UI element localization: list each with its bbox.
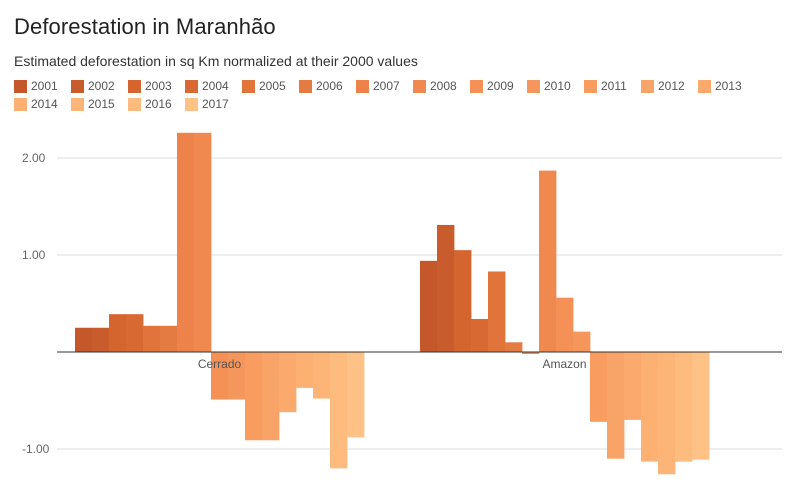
bar-amazon-2007 xyxy=(522,352,540,354)
legend-swatch xyxy=(128,79,141,93)
legend-label: 2016 xyxy=(145,97,172,111)
legend-label: 2007 xyxy=(373,79,400,93)
legend-item-2008[interactable]: 2008 xyxy=(413,79,457,93)
legend-label: 2006 xyxy=(316,79,343,93)
legend-item-2015[interactable]: 2015 xyxy=(71,97,115,111)
legend-item-2013[interactable]: 2013 xyxy=(698,79,742,93)
bar-amazon-2010 xyxy=(573,331,591,352)
bar-amazon-2015 xyxy=(658,352,676,475)
bar-cerrado-2006 xyxy=(160,325,178,352)
legend-label: 2012 xyxy=(658,79,685,93)
y-tick-label: 1.00 xyxy=(22,248,46,262)
bar-amazon-2004 xyxy=(471,319,489,352)
bar-cerrado-2003 xyxy=(109,314,127,352)
legend-swatch xyxy=(527,79,540,93)
legend-swatch xyxy=(356,79,369,93)
bar-cerrado-2011 xyxy=(245,352,263,441)
legend-label: 2001 xyxy=(31,79,58,93)
legend-item-2004[interactable]: 2004 xyxy=(185,79,229,93)
legend-swatch xyxy=(14,79,27,93)
legend-label: 2002 xyxy=(88,79,115,93)
legend-item-2005[interactable]: 2005 xyxy=(242,79,286,93)
y-tick-label: -1.00 xyxy=(22,442,50,456)
legend-item-2012[interactable]: 2012 xyxy=(641,79,685,93)
bar-cerrado-2014 xyxy=(296,352,314,388)
bar-amazon-2016 xyxy=(675,352,693,462)
legend-swatch xyxy=(413,79,426,93)
legend-swatch xyxy=(71,97,84,111)
chart-title: Deforestation in Maranhão xyxy=(14,14,276,39)
legend-label: 2017 xyxy=(202,97,229,111)
bar-amazon-2003 xyxy=(454,250,472,352)
bar-cerrado-2009 xyxy=(211,352,229,400)
legend-swatch xyxy=(299,79,312,93)
bar-amazon-2011 xyxy=(590,352,608,422)
bar-amazon-2006 xyxy=(505,342,523,352)
legend-label: 2013 xyxy=(715,79,742,93)
bar-amazon-2009 xyxy=(556,297,574,352)
legend-swatch xyxy=(698,79,711,93)
bar-amazon-2012 xyxy=(607,352,625,459)
legend-label: 2004 xyxy=(202,79,229,93)
bar-cerrado-2017 xyxy=(347,352,365,438)
legend-item-2001[interactable]: 2001 xyxy=(14,79,58,93)
legend-item-2017[interactable]: 2017 xyxy=(185,97,229,111)
bar-cerrado-2007 xyxy=(177,132,195,352)
bar-amazon-2002 xyxy=(437,224,455,352)
bar-cerrado-2012 xyxy=(262,352,280,441)
bar-amazon-2014 xyxy=(641,352,659,462)
bar-cerrado-2015 xyxy=(313,352,331,399)
legend-swatch xyxy=(584,79,597,93)
legend-label: 2015 xyxy=(88,97,115,111)
bar-amazon-2008 xyxy=(539,170,557,352)
legend-label: 2005 xyxy=(259,79,286,93)
legend-label: 2008 xyxy=(430,79,457,93)
legend-item-2007[interactable]: 2007 xyxy=(356,79,400,93)
legend-item-2006[interactable]: 2006 xyxy=(299,79,343,93)
bar-amazon-2013 xyxy=(624,352,642,420)
legend-swatch xyxy=(71,79,84,93)
legend-label: 2011 xyxy=(601,79,627,93)
bar-cerrado-2013 xyxy=(279,352,297,413)
legend-item-2002[interactable]: 2002 xyxy=(71,79,115,93)
legend-swatch xyxy=(641,79,654,93)
bar-cerrado-2001 xyxy=(75,327,93,352)
bar-cerrado-2008 xyxy=(194,132,212,352)
legend-swatch xyxy=(14,97,27,111)
legend-item-2009[interactable]: 2009 xyxy=(470,79,514,93)
legend-item-2014[interactable]: 2014 xyxy=(14,97,58,111)
legend-swatch xyxy=(185,97,198,111)
legend-label: 2003 xyxy=(145,79,172,93)
y-tick-label: 2.00 xyxy=(22,151,46,165)
legend-item-2010[interactable]: 2010 xyxy=(527,79,571,93)
bar-cerrado-2005 xyxy=(143,325,161,352)
chart-subtitle: Estimated deforestation in sq Km normali… xyxy=(14,53,418,69)
legend-label: 2010 xyxy=(544,79,571,93)
legend-label: 2009 xyxy=(487,79,514,93)
bar-cerrado-2010 xyxy=(228,352,246,400)
bar-amazon-2005 xyxy=(488,271,506,352)
legend-swatch xyxy=(128,97,141,111)
legend-item-2003[interactable]: 2003 xyxy=(128,79,172,93)
legend-item-2011[interactable]: 2011 xyxy=(584,79,627,93)
category-label-amazon: Amazon xyxy=(542,357,586,371)
legend-item-2016[interactable]: 2016 xyxy=(128,97,172,111)
bar-amazon-2017 xyxy=(692,352,710,460)
legend-swatch xyxy=(242,79,255,93)
legend-swatch xyxy=(185,79,198,93)
legend-swatch xyxy=(470,79,483,93)
legend-label: 2014 xyxy=(31,97,58,111)
bar-cerrado-2016 xyxy=(330,352,348,469)
bar-cerrado-2004 xyxy=(126,314,144,352)
bar-cerrado-2002 xyxy=(92,327,110,352)
category-label-cerrado: Cerrado xyxy=(198,357,242,371)
bar-amazon-2001 xyxy=(420,260,438,352)
